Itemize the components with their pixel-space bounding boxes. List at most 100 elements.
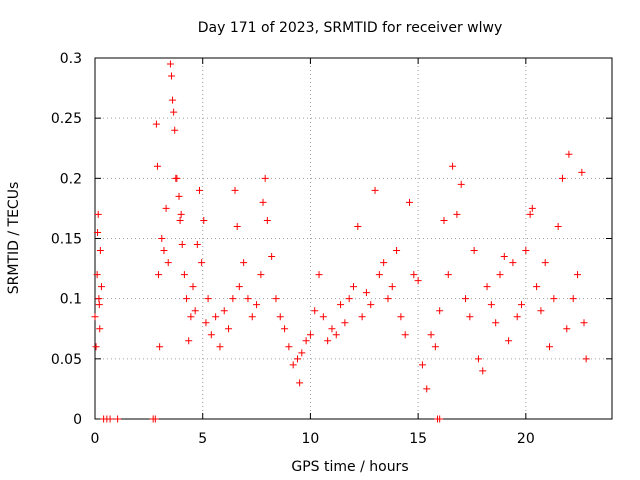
data-point bbox=[233, 222, 241, 230]
data-point bbox=[106, 415, 114, 423]
data-point bbox=[509, 259, 517, 267]
data-point bbox=[177, 210, 185, 218]
data-point bbox=[341, 319, 349, 327]
data-point bbox=[470, 247, 478, 255]
tick-labels: 0 0.05 0.1 0.15 0.2 0.25 0.3 0 5 10 15 20 bbox=[51, 51, 535, 447]
data-point bbox=[384, 295, 392, 303]
x-tick-label: 10 bbox=[302, 431, 320, 447]
data-point bbox=[483, 283, 491, 291]
data-point bbox=[187, 313, 195, 321]
data-point bbox=[371, 186, 379, 194]
data-point bbox=[293, 355, 301, 363]
data-point bbox=[533, 283, 541, 291]
data-point bbox=[328, 325, 336, 333]
data-point bbox=[306, 331, 314, 339]
data-point bbox=[358, 313, 366, 321]
data-point bbox=[167, 72, 175, 80]
data-point bbox=[281, 325, 289, 333]
y-tick-label: 0.2 bbox=[60, 171, 82, 187]
data-point bbox=[94, 210, 102, 218]
data-point bbox=[554, 222, 562, 230]
data-point bbox=[414, 277, 422, 285]
data-point bbox=[462, 295, 470, 303]
data-point bbox=[166, 60, 174, 68]
data-point bbox=[178, 241, 186, 249]
chart-title: Day 171 of 2023, SRMTID for receiver wlw… bbox=[198, 20, 503, 36]
x-tick-label: 0 bbox=[91, 431, 100, 447]
data-point bbox=[487, 301, 495, 309]
x-tick-label: 15 bbox=[409, 431, 427, 447]
data-point bbox=[169, 96, 177, 104]
data-point bbox=[225, 325, 233, 333]
data-point bbox=[319, 313, 327, 321]
data-point bbox=[513, 313, 521, 321]
data-point bbox=[176, 216, 184, 224]
data-point bbox=[406, 198, 414, 206]
x-tick-label: 5 bbox=[198, 431, 207, 447]
data-point bbox=[173, 174, 181, 182]
data-point bbox=[362, 289, 370, 297]
data-point bbox=[440, 216, 448, 224]
data-point bbox=[388, 283, 396, 291]
data-point bbox=[195, 186, 203, 194]
data-point bbox=[180, 271, 188, 279]
data-point bbox=[537, 307, 545, 315]
data-point bbox=[94, 228, 102, 236]
axes bbox=[94, 57, 613, 420]
y-axis-label: SRMTID / TECUs bbox=[6, 182, 22, 295]
data-point bbox=[444, 271, 452, 279]
data-point bbox=[558, 174, 566, 182]
data-point bbox=[436, 415, 444, 423]
data-point bbox=[158, 235, 166, 242]
data-point bbox=[92, 343, 100, 351]
data-point bbox=[466, 313, 474, 321]
data-point bbox=[285, 343, 293, 351]
y-tick-label: 0.25 bbox=[51, 111, 82, 127]
data-point bbox=[204, 295, 212, 303]
data-point bbox=[272, 295, 280, 303]
data-point bbox=[541, 259, 549, 267]
data-point bbox=[175, 192, 183, 200]
data-point bbox=[268, 253, 276, 261]
data-point bbox=[565, 150, 573, 158]
grid-lines bbox=[95, 58, 612, 419]
data-point bbox=[354, 222, 362, 230]
y-tick-label: 0.1 bbox=[60, 292, 82, 308]
data-point bbox=[427, 331, 435, 339]
data-point bbox=[93, 271, 101, 279]
data-point bbox=[324, 337, 332, 345]
data-point bbox=[580, 319, 588, 327]
y-tick-label: 0.15 bbox=[51, 232, 82, 248]
data-point bbox=[401, 331, 409, 339]
data-point bbox=[397, 313, 405, 321]
data-point bbox=[522, 247, 530, 255]
data-point bbox=[240, 259, 248, 267]
data-point bbox=[479, 367, 487, 375]
data-point bbox=[578, 168, 586, 176]
data-point bbox=[474, 355, 482, 363]
data-point bbox=[375, 271, 383, 279]
data-point bbox=[95, 301, 103, 309]
data-point bbox=[528, 204, 536, 212]
data-point bbox=[500, 253, 508, 261]
data-point bbox=[244, 295, 252, 303]
data-point bbox=[253, 301, 261, 309]
data-point bbox=[526, 210, 534, 218]
data-point bbox=[160, 247, 168, 255]
data-point bbox=[418, 361, 426, 369]
data-point bbox=[152, 120, 160, 128]
data-point bbox=[248, 313, 256, 321]
data-point bbox=[574, 271, 582, 279]
data-point bbox=[114, 415, 122, 423]
data-point bbox=[296, 379, 304, 387]
data-point bbox=[257, 271, 265, 279]
data-point bbox=[212, 313, 220, 321]
data-point bbox=[235, 283, 243, 291]
y-tick-label: 0.05 bbox=[51, 352, 82, 368]
data-point bbox=[505, 337, 513, 345]
data-point bbox=[436, 307, 444, 315]
data-point bbox=[546, 343, 554, 351]
data-point bbox=[453, 210, 461, 218]
data-point bbox=[569, 295, 577, 303]
